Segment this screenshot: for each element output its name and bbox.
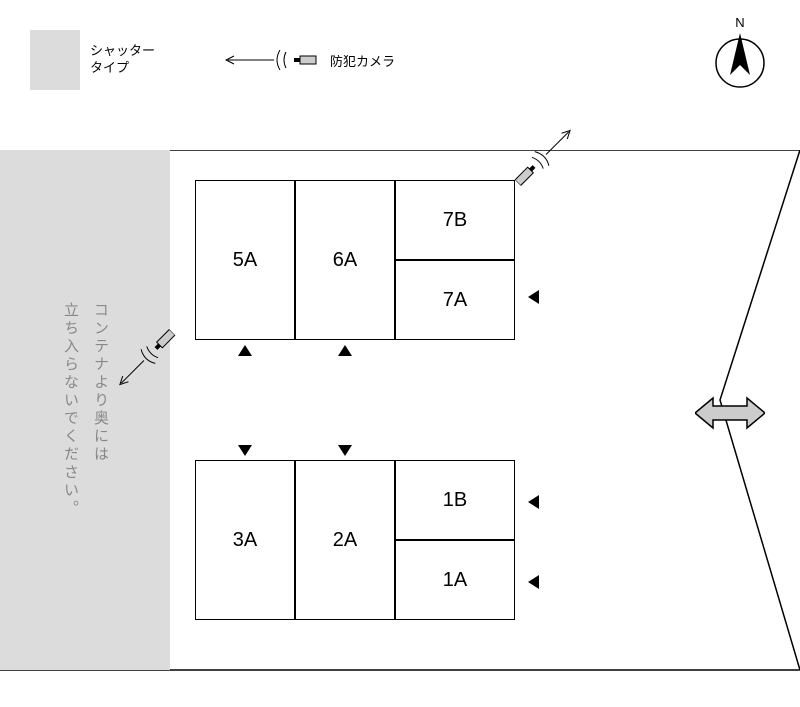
unit-1B: 1B — [395, 460, 515, 540]
compass-icon: N — [710, 15, 770, 100]
unit-2A: 2A — [295, 460, 395, 620]
direction-marker — [338, 345, 352, 356]
unit-6A: 6A — [295, 180, 395, 340]
direction-marker — [238, 345, 252, 356]
unit-7A: 7A — [395, 260, 515, 340]
legend-shutter-box — [30, 30, 80, 90]
direction-marker — [238, 445, 252, 456]
direction-marker — [528, 575, 539, 589]
legend-camera: 防犯カメラ — [220, 50, 395, 70]
legend-camera-label: 防犯カメラ — [330, 51, 395, 70]
unit-5A: 5A — [195, 180, 295, 340]
entrance-arrow-icon — [695, 395, 765, 431]
unit-7B: 7B — [395, 180, 515, 260]
compass-n-label: N — [735, 15, 744, 30]
camera-legend-icon — [220, 50, 320, 70]
unit-3A: 3A — [195, 460, 295, 620]
direction-marker — [528, 290, 539, 304]
restricted-zone: コンテナより奥には 立ち入らないでください。 — [0, 150, 170, 670]
site-plan: コンテナより奥には 立ち入らないでください。 5A6A7B7A 3A2A1B1A — [0, 150, 800, 707]
legend-shutter-label: シャッター タイプ — [90, 43, 155, 77]
direction-marker — [338, 445, 352, 456]
restricted-text: コンテナより奥には 立ち入らないでください。 — [55, 302, 115, 518]
direction-marker — [528, 495, 539, 509]
unit-1A: 1A — [395, 540, 515, 620]
legend-shutter: シャッター タイプ — [30, 30, 155, 90]
